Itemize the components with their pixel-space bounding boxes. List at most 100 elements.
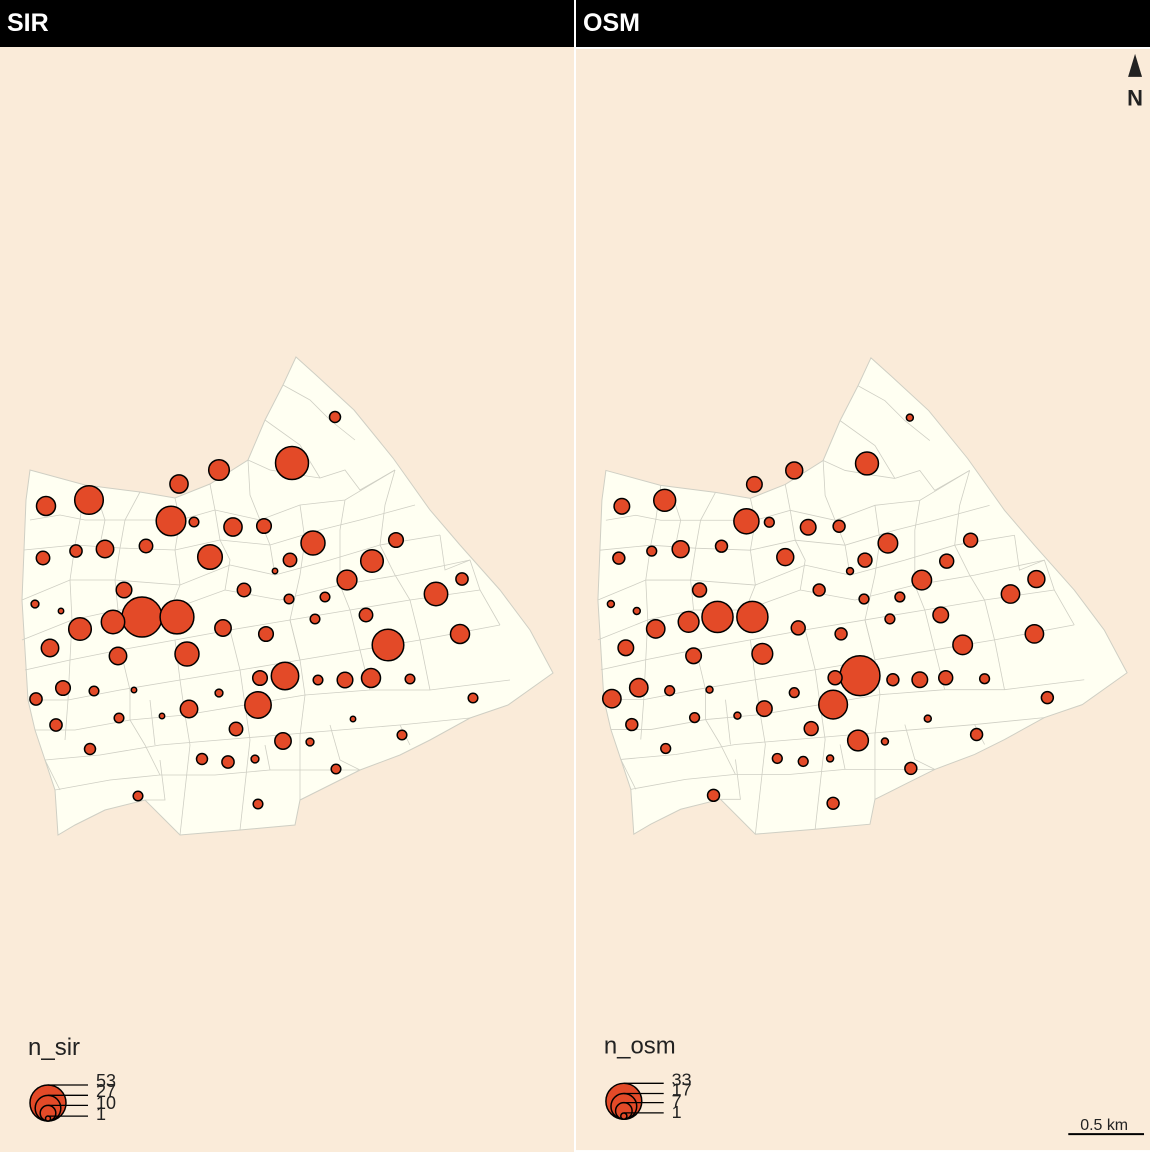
bubble-marker: [29, 692, 43, 706]
bubble-marker: [606, 599, 616, 609]
district-boundary: [21, 559, 471, 641]
bubble-marker: [751, 642, 774, 665]
bubble-marker: [283, 593, 295, 605]
bubble-marker: [251, 669, 269, 687]
bubble-marker: [1000, 584, 1021, 604]
bubble-marker: [270, 661, 300, 691]
district-boundary: [282, 384, 356, 441]
bubble-marker: [138, 538, 154, 554]
district-boundary: [599, 504, 990, 551]
bubble-marker: [108, 646, 128, 666]
bubble-marker: [57, 607, 65, 615]
bubble-marker: [790, 620, 806, 636]
bubble-marker: [905, 413, 915, 422]
bubble-marker: [371, 628, 405, 662]
bubble-marker: [834, 627, 848, 641]
district-boundary: [119, 647, 161, 776]
bubble-marker: [857, 552, 873, 568]
bubble-marker: [691, 582, 708, 598]
district-boundary: [720, 759, 741, 800]
bubble-marker: [625, 717, 639, 732]
bubble-marker: [962, 532, 979, 548]
district-boundary: [597, 559, 1045, 641]
district-boundary: [379, 469, 431, 691]
bubble-marker: [646, 545, 658, 557]
bubble-marker: [49, 718, 63, 732]
bubble-marker: [95, 539, 115, 559]
bubble-marker: [121, 596, 163, 638]
bubble-marker: [221, 755, 235, 769]
bubble-marker: [832, 519, 846, 533]
bubble-marker: [158, 712, 166, 720]
bubble-marker: [978, 673, 991, 685]
bubble-marker: [257, 625, 275, 643]
district-boundary: [605, 470, 970, 521]
bubble-marker: [880, 737, 890, 746]
panel-title: SIR: [7, 9, 49, 37]
bubble-marker: [196, 543, 224, 571]
bubble-marker: [733, 507, 760, 535]
district-boundary: [839, 420, 970, 491]
bubble-marker: [613, 497, 631, 515]
bubble-marker: [877, 532, 899, 554]
bubble-marker: [188, 516, 200, 528]
bubble-marker: [884, 613, 896, 625]
legend-bubble: [619, 1112, 628, 1120]
bubble-marker: [701, 600, 734, 634]
legend-value: 53: [96, 1071, 116, 1091]
bubble-marker: [360, 667, 382, 689]
bubble-marker: [83, 742, 97, 756]
bubble-marker: [40, 638, 60, 658]
bubble-marker: [228, 721, 244, 737]
bubble-marker: [214, 619, 232, 637]
panel-osm: OSM n_osm 33 17 7 1 N 0.5 km: [576, 0, 1150, 1152]
bubble-marker: [763, 516, 775, 528]
bubble-marker: [179, 699, 199, 719]
bubble-marker: [771, 752, 783, 765]
bubble-marker: [938, 553, 955, 569]
bubble-marker: [67, 616, 93, 642]
district-boundary: [23, 504, 416, 551]
legend-value: 1: [96, 1104, 106, 1124]
bubble-marker: [467, 692, 479, 704]
district-boundary: [857, 385, 931, 441]
bubble-marker: [894, 591, 906, 603]
bubble-marker: [652, 488, 677, 513]
bubble-marker: [115, 581, 133, 599]
bubble-marker: [797, 755, 809, 768]
bubble-marker: [319, 591, 331, 603]
bubble-marker: [845, 566, 855, 576]
panel-header: OSM: [576, 0, 1150, 47]
legend-title: n_sir: [28, 1034, 80, 1061]
district-boundary: [620, 759, 637, 790]
bubble-marker: [776, 547, 795, 567]
bubble-marker: [923, 714, 933, 723]
bubble-marker: [1040, 690, 1055, 705]
bubble-marker: [952, 634, 974, 656]
district-boundary: [1014, 535, 1075, 626]
bubble-marker: [195, 752, 209, 766]
bubble-marker: [449, 623, 471, 645]
bubble-marker: [274, 732, 292, 750]
bubble-marker: [207, 458, 231, 482]
bubble-marker: [785, 461, 804, 480]
bubble-marker: [155, 505, 187, 537]
bubble-marker: [714, 539, 729, 553]
bubble-marker: [660, 742, 672, 755]
district-boundary: [725, 699, 731, 745]
district-boundary: [439, 534, 501, 626]
bubble-marker: [1027, 569, 1046, 589]
bubble-marker: [601, 688, 622, 709]
district-boundary: [630, 769, 935, 790]
district-boundary: [264, 744, 271, 771]
bubble-marker: [328, 410, 342, 424]
bubble-marker: [827, 670, 843, 686]
bubble-marker: [130, 686, 138, 694]
district-boundary: [695, 647, 736, 775]
bubble-marker: [788, 687, 800, 699]
scale-bar-icon: 0.5 km: [1068, 1117, 1145, 1136]
bubble-marker: [846, 729, 870, 752]
